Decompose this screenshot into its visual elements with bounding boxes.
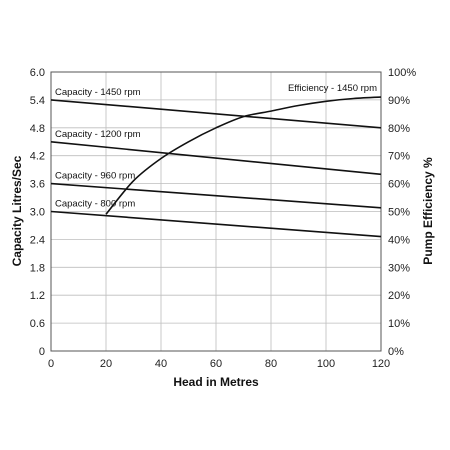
series-label: Capacity - 1200 rpm xyxy=(55,129,141,140)
x-tick-label: 80 xyxy=(265,358,277,370)
y2-tick-label: 40% xyxy=(388,234,410,246)
y-tick-label: 6.0 xyxy=(30,67,45,79)
series-label: Capacity - 800 rpm xyxy=(55,199,135,210)
y-tick-label: 1.8 xyxy=(30,262,45,274)
y-tick-label: 4.2 xyxy=(30,151,45,163)
y2-tick-label: 90% xyxy=(388,95,410,107)
y-tick-label: 0.6 xyxy=(30,318,45,330)
x-tick-label: 120 xyxy=(372,358,390,370)
y2-tick-labels: 0% 10% 20% 30% 40% 50% 60% 70% 80% 90% 100% xyxy=(388,67,416,358)
series-line-3 xyxy=(50,182,382,209)
y2-tick-label: 0% xyxy=(388,346,404,358)
y-tick-label: 5.4 xyxy=(30,95,45,107)
y-tick-label: 0 xyxy=(39,346,45,358)
series-lines xyxy=(50,96,382,238)
series-label: Efficiency - 1450 rpm xyxy=(288,83,377,94)
y2-tick-label: 60% xyxy=(388,179,410,191)
series-line-5 xyxy=(105,96,382,215)
series-label: Capacity - 960 rpm xyxy=(55,171,135,182)
y2-tick-label: 10% xyxy=(388,318,410,330)
y-axis-title: Capacity Litres/Sec xyxy=(10,155,24,266)
y-tick-label: 4.8 xyxy=(30,123,45,135)
y2-tick-label: 70% xyxy=(388,151,410,163)
x-tick-label: 100 xyxy=(317,358,335,370)
y2-tick-label: 20% xyxy=(388,290,410,302)
x-tick-label: 60 xyxy=(210,358,222,370)
series-line-1 xyxy=(50,99,382,129)
x-tick-label: 40 xyxy=(155,358,167,370)
series-label: Capacity - 1450 rpm xyxy=(55,87,141,98)
y-tick-label: 2.4 xyxy=(30,234,45,246)
series-labels: Capacity - 1450 rpm Capacity - 1200 rpm Ca… xyxy=(55,83,377,209)
x-tick-label: 20 xyxy=(100,358,112,370)
x-tick-label: 0 xyxy=(48,358,54,370)
y-tick-label: 3.6 xyxy=(30,179,45,191)
y2-tick-label: 80% xyxy=(388,123,410,135)
y2-axis-title: Pump Efficiency % xyxy=(421,157,435,265)
x-tick-labels: 0 20 40 60 80 100 120 xyxy=(48,358,390,370)
y2-tick-label: 30% xyxy=(388,262,410,274)
y-tick-labels: 0 0.6 1.2 1.8 2.4 3.0 3.6 4.2 4.8 5.4 6.0 xyxy=(30,67,45,358)
y2-tick-label: 100% xyxy=(388,67,416,79)
y-tick-label: 3.0 xyxy=(30,207,45,219)
x-axis-title: Head in Metres xyxy=(173,375,259,389)
y2-tick-label: 50% xyxy=(388,207,410,219)
series-line-4 xyxy=(50,210,382,238)
series-line-2 xyxy=(50,141,382,176)
y-tick-label: 1.2 xyxy=(30,290,45,302)
